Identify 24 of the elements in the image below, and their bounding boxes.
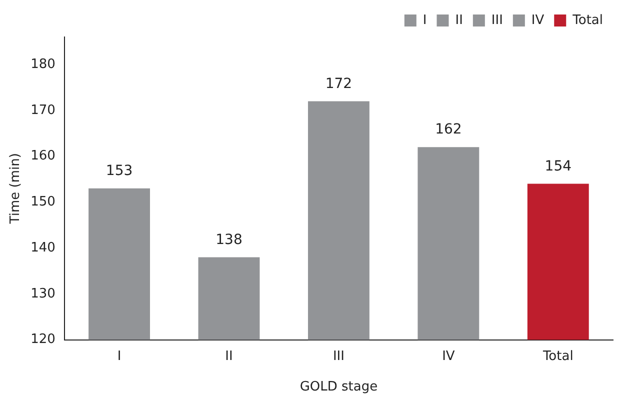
legend-label: Total [572, 12, 604, 28]
y-tick-label: 140 [30, 240, 56, 256]
y-tick-label: 170 [30, 102, 56, 118]
data-label: 162 [435, 122, 462, 138]
legend-label: IV [531, 12, 544, 28]
y-tick-label: 130 [30, 286, 56, 302]
x-axis-title: GOLD stage [300, 380, 378, 395]
data-label: 138 [216, 232, 242, 248]
legend-label: II [455, 12, 463, 28]
legend-label: I [422, 12, 427, 28]
x-tick-label: IV [442, 348, 455, 364]
x-tick-label: I [117, 348, 122, 364]
y-tick-label: 160 [30, 148, 56, 164]
x-tick-label: Total [542, 348, 574, 364]
data-label: 154 [544, 158, 572, 174]
data-label: 153 [106, 163, 133, 180]
y-tick-label: 180 [30, 56, 56, 72]
x-tick-label: III [332, 348, 344, 364]
y-tick-label: 120 [30, 332, 56, 348]
y-axis-title: Time (min) [8, 153, 24, 225]
data-label: 172 [325, 76, 352, 92]
legend-label: III [491, 12, 503, 28]
x-tick-label: II [225, 348, 233, 364]
y-tick-label: 150 [30, 194, 56, 210]
